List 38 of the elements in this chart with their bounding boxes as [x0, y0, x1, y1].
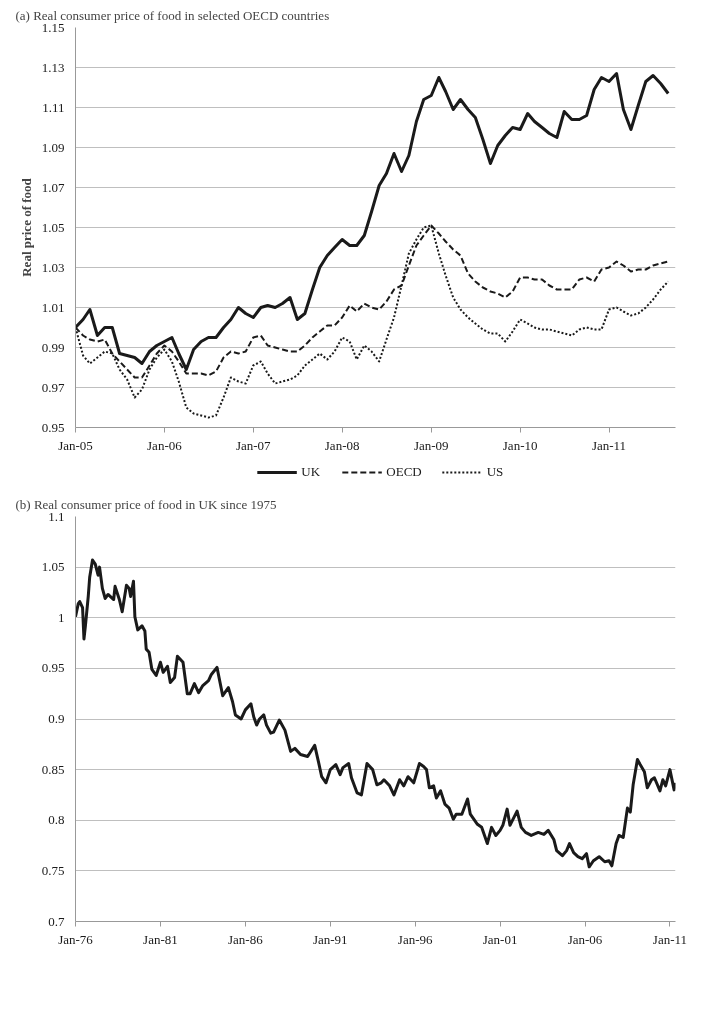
y-tick-label: 1.03 [41, 259, 65, 275]
y-tick-label: 1.11 [42, 99, 65, 115]
x-tick-label: Jan-07 [235, 437, 272, 453]
y-tick-label: 1.05 [41, 559, 65, 575]
y-tick-label: 1.09 [41, 139, 65, 155]
x-tick-label: Jan-91 [312, 931, 348, 947]
y-tick-label: 1.13 [41, 59, 65, 75]
x-tick-label: Jan-01 [482, 931, 518, 947]
x-tick-label: Jan-11 [652, 931, 688, 947]
y-tick-label: 0.85 [41, 761, 65, 777]
x-tick-label: Jan-76 [58, 931, 94, 947]
y-tick-label: 0.97 [41, 379, 65, 395]
y-tick-label: 0.9 [48, 711, 65, 726]
y-tick-label: 1 [58, 609, 65, 625]
x-tick-label: Jan-05 [58, 437, 93, 453]
legend-label: OECD [386, 464, 422, 480]
y-tick-label: 1.01 [41, 299, 65, 315]
x-tick-label: Jan-06 [567, 931, 603, 947]
y-tick-label: 1.05 [41, 219, 65, 235]
y-tick-label: 1.07 [41, 179, 65, 195]
y-tick-label: 0.75 [41, 862, 65, 878]
y-tick-label: 0.8 [48, 812, 65, 828]
legend-label: UK [301, 464, 322, 480]
legend-label: US [486, 464, 505, 480]
y-axis-title: Real price of food [18, 177, 34, 277]
x-tick-label: Jan-08 [324, 437, 360, 453]
x-tick-label: Jan-06 [147, 437, 183, 453]
x-tick-label: Jan-81 [143, 931, 178, 947]
x-tick-label: Jan-86 [228, 931, 264, 947]
x-tick-label: Jan-10 [502, 437, 538, 453]
x-tick-label: Jan-09 [413, 437, 449, 453]
line-series [75, 558, 676, 869]
x-tick-label: Jan-11 [591, 437, 627, 453]
x-tick-label: Jan-96 [397, 931, 433, 947]
y-tick-label: 0.7 [48, 913, 65, 929]
y-tick-label: 0.99 [41, 339, 65, 355]
y-tick-label: 0.95 [41, 419, 65, 435]
y-tick-label: 0.95 [41, 660, 65, 676]
